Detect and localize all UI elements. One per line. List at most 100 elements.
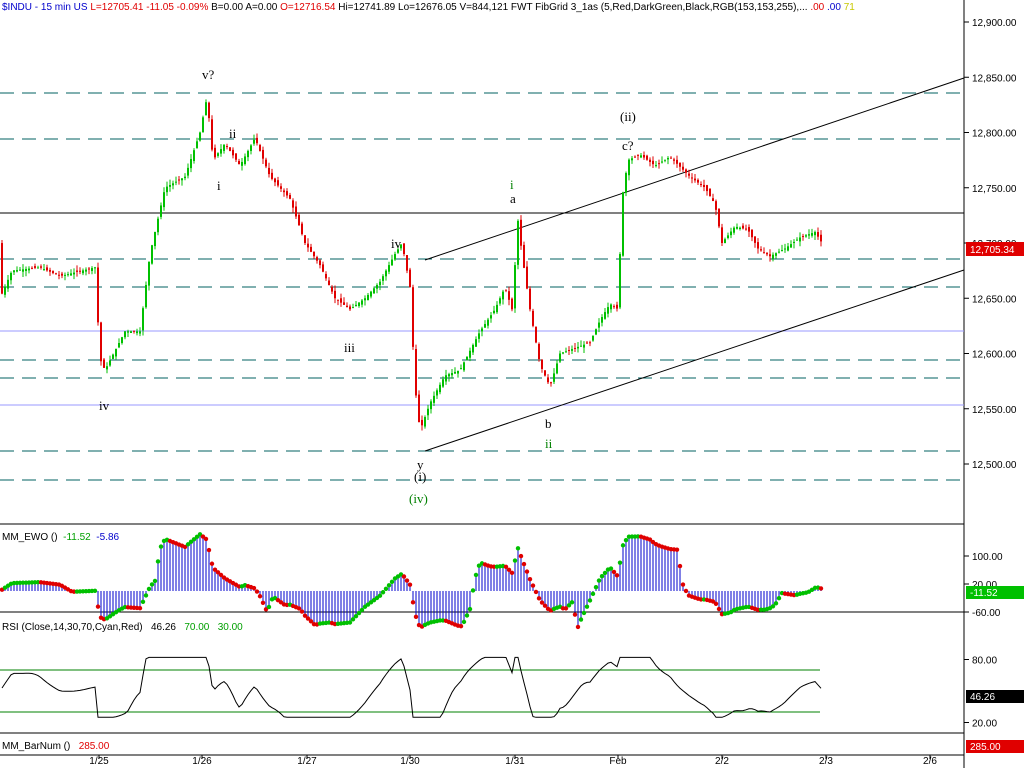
x-tick-label: 2/2 bbox=[715, 756, 729, 767]
candle-body bbox=[265, 159, 267, 167]
wave-i: i bbox=[217, 178, 221, 193]
x-tick-label: 1/30 bbox=[400, 756, 420, 767]
candle-body bbox=[496, 304, 498, 313]
candle-body bbox=[334, 290, 336, 299]
open-value: O=12716.54 bbox=[280, 2, 336, 13]
last-price-label: 12,705.34 bbox=[970, 245, 1015, 256]
candle-body bbox=[784, 248, 786, 250]
candle-body bbox=[184, 176, 186, 179]
candle-body bbox=[376, 284, 378, 289]
candle-body bbox=[727, 235, 729, 238]
candle-body bbox=[1, 243, 3, 294]
candle-body bbox=[61, 273, 63, 276]
candle-body bbox=[193, 150, 195, 162]
candle-body bbox=[652, 160, 654, 165]
candle-body bbox=[148, 261, 150, 286]
candle-body bbox=[811, 233, 813, 236]
candle-body bbox=[460, 368, 462, 370]
candle-body bbox=[796, 239, 798, 241]
ewo-dot bbox=[203, 536, 209, 542]
ewo-dot bbox=[152, 578, 158, 584]
candle-body bbox=[304, 235, 306, 243]
x-tick-label: 1/26 bbox=[192, 756, 212, 767]
candle-body bbox=[631, 158, 633, 161]
chart-header: $INDU - 15 min US L=12705.41 -11.05 -0.0… bbox=[2, 2, 855, 13]
candle-body bbox=[607, 307, 609, 314]
rsi-line bbox=[1, 656, 822, 718]
fib-grid bbox=[0, 92, 964, 481]
candle-body bbox=[136, 331, 138, 334]
candle-body bbox=[22, 269, 24, 272]
ewo-dot bbox=[356, 610, 362, 616]
candle-body bbox=[280, 186, 282, 189]
ewo-dot bbox=[407, 582, 413, 587]
candle-body bbox=[691, 177, 693, 179]
candle-body bbox=[340, 298, 342, 303]
candle-body bbox=[706, 185, 708, 192]
candle-body bbox=[322, 264, 324, 272]
candle-body bbox=[799, 237, 801, 242]
candle-body bbox=[490, 315, 492, 319]
candle-body bbox=[178, 179, 180, 181]
candle-body bbox=[166, 186, 168, 193]
ewo-dot bbox=[380, 590, 386, 595]
candle-body bbox=[142, 308, 144, 331]
candle-body bbox=[463, 362, 465, 371]
ewo-dot bbox=[194, 534, 200, 540]
candle-body bbox=[115, 348, 117, 357]
candle-body bbox=[730, 231, 732, 236]
candle-body bbox=[85, 269, 87, 272]
candle-body bbox=[553, 373, 555, 382]
price-tick-label: 12,750.00 bbox=[972, 184, 1017, 195]
candle-body bbox=[637, 154, 639, 156]
wave-v: v? bbox=[202, 67, 215, 82]
candle-body bbox=[379, 281, 381, 286]
symbol-label: $INDU - 15 min US bbox=[2, 2, 88, 13]
candle-body bbox=[433, 395, 435, 403]
candle-body bbox=[199, 132, 201, 141]
ewo-tick-label: 100.00 bbox=[972, 552, 1003, 563]
ewo-dot bbox=[515, 546, 521, 551]
candle-body bbox=[10, 272, 12, 281]
ewo-dot bbox=[539, 600, 545, 605]
ewo-dot bbox=[680, 582, 686, 587]
ewo-dot bbox=[257, 594, 263, 599]
candle-body bbox=[616, 304, 618, 309]
candle-body bbox=[619, 254, 621, 308]
candle-body bbox=[223, 144, 225, 151]
candle-body bbox=[157, 218, 159, 233]
candle-body bbox=[724, 239, 726, 244]
candle-body bbox=[721, 227, 723, 243]
candle-body bbox=[106, 366, 108, 370]
candle-body bbox=[19, 269, 21, 271]
ewo-dot bbox=[566, 603, 572, 608]
candle-body bbox=[484, 324, 486, 328]
candle-body bbox=[529, 288, 531, 310]
ewo-dot bbox=[770, 604, 776, 609]
candle-body bbox=[154, 231, 156, 247]
candle-body bbox=[541, 359, 543, 369]
candle-body bbox=[502, 291, 504, 300]
candle-body bbox=[544, 370, 546, 376]
ewo-dot bbox=[470, 588, 476, 593]
candle-body bbox=[517, 220, 519, 265]
candle-body bbox=[805, 235, 807, 237]
wave-paren-i: (i) bbox=[414, 469, 426, 484]
candle-body bbox=[301, 223, 303, 235]
ewo-dot bbox=[617, 560, 623, 565]
ewo-dot bbox=[296, 606, 302, 611]
candle-body bbox=[310, 246, 312, 252]
candle-body bbox=[355, 304, 357, 307]
barnum-value: 285.00 bbox=[78, 741, 110, 752]
candle-body bbox=[175, 181, 177, 183]
wave-iv: iv bbox=[391, 236, 402, 251]
candle-body bbox=[682, 166, 684, 170]
candle-body bbox=[586, 342, 588, 344]
barnum-header: MM_BarNum () 285.00 bbox=[2, 741, 109, 752]
change-pct: -0.09% bbox=[176, 2, 209, 13]
wave-c: c? bbox=[622, 138, 634, 153]
ewo-tick-label: 20.00 bbox=[972, 580, 997, 591]
ewo-dot bbox=[389, 579, 395, 585]
candle-body bbox=[268, 167, 270, 175]
